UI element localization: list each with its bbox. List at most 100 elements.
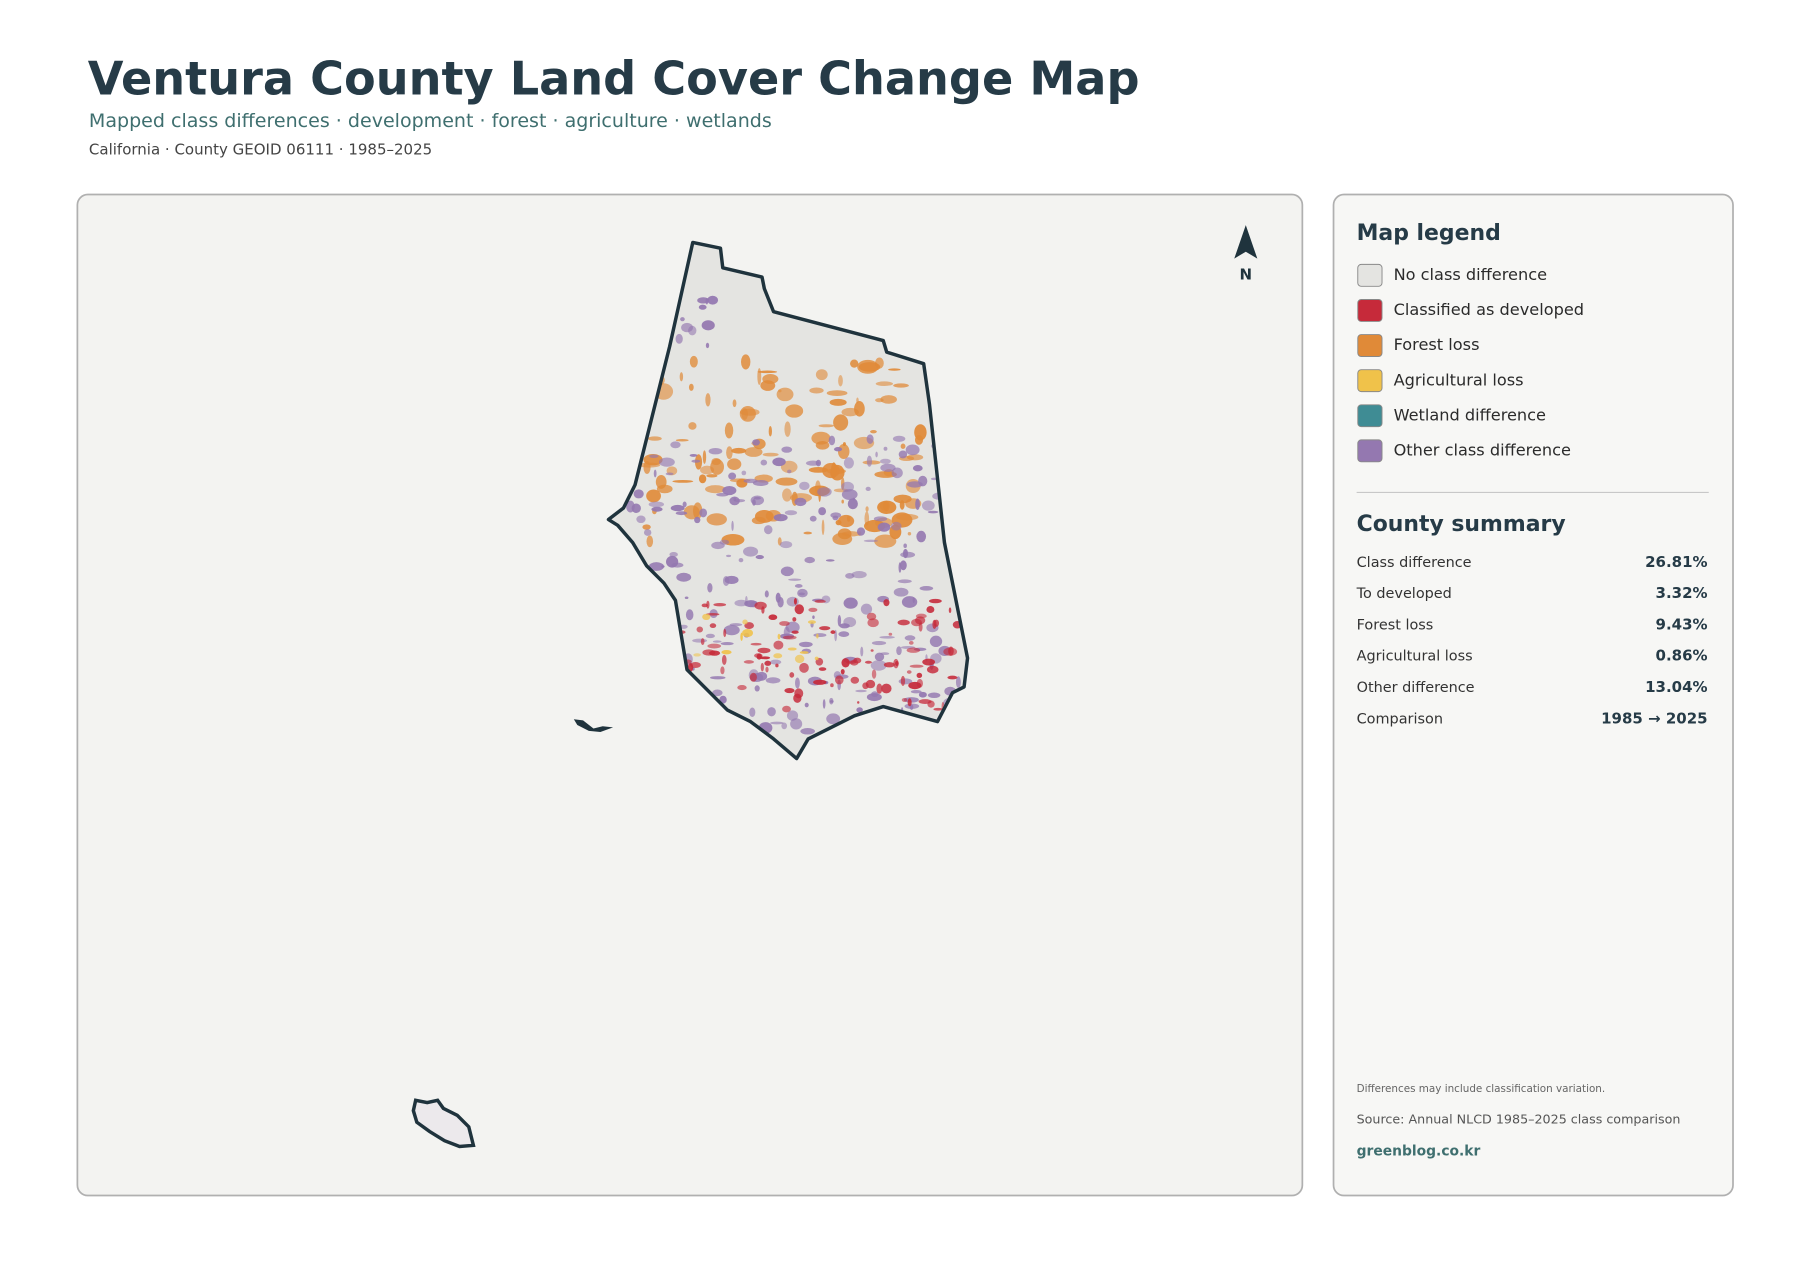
change-patch — [863, 539, 879, 543]
change-patch — [881, 683, 892, 694]
change-patch — [737, 685, 747, 691]
change-patch — [865, 486, 871, 492]
change-patch — [793, 693, 802, 703]
change-patch — [893, 658, 899, 669]
credit: greenblog.co.kr — [1357, 1144, 1481, 1160]
change-patch — [875, 381, 894, 386]
change-patch — [871, 669, 877, 679]
change-patch — [764, 660, 772, 666]
change-patch — [841, 489, 858, 500]
change-patch — [880, 463, 896, 472]
change-patch — [728, 472, 737, 480]
change-patch — [898, 450, 908, 459]
change-patch — [775, 663, 779, 668]
change-patch — [826, 390, 848, 396]
change-patch — [948, 607, 952, 614]
summary-value: 3.32% — [1656, 584, 1708, 602]
change-patch — [829, 398, 847, 406]
change-patch — [883, 662, 895, 668]
change-patch — [719, 539, 730, 545]
change-patch — [720, 642, 734, 646]
change-patch — [900, 675, 906, 687]
change-patch — [816, 633, 819, 639]
change-patch — [798, 641, 813, 648]
change-patch — [696, 626, 704, 633]
change-patch — [791, 630, 799, 634]
change-patch — [896, 646, 902, 656]
change-patch — [858, 362, 881, 372]
change-patch — [907, 532, 912, 536]
change-patch — [855, 689, 867, 693]
change-patch — [908, 640, 914, 645]
change-patch — [692, 638, 708, 643]
change-patch — [918, 699, 932, 704]
source: Source: Annual NLCD 1985–2025 class comp… — [1357, 1111, 1681, 1126]
change-patch — [822, 699, 826, 709]
change-patch — [689, 355, 698, 368]
change-patch — [875, 398, 884, 403]
summary-label: Comparison — [1357, 711, 1443, 727]
change-patch — [818, 424, 834, 428]
change-patch — [705, 633, 715, 639]
change-patch — [807, 620, 816, 624]
change-patch — [830, 630, 836, 634]
change-patch — [788, 578, 802, 581]
change-patch — [773, 513, 788, 522]
change-patch — [765, 666, 769, 673]
side-panel — [1332, 193, 1734, 1197]
change-patch — [706, 513, 727, 526]
island — [411, 1098, 476, 1149]
change-patch — [804, 556, 815, 564]
change-patch — [688, 422, 697, 430]
change-patch — [799, 481, 810, 491]
change-patch — [754, 509, 774, 523]
change-patch — [675, 511, 688, 516]
change-patch — [721, 654, 727, 665]
summary-value: 1985 → 2025 — [1601, 709, 1708, 727]
change-patch — [787, 647, 797, 651]
change-patch — [712, 640, 722, 643]
change-patch — [847, 498, 858, 510]
change-patch — [731, 447, 747, 454]
change-patch — [808, 607, 818, 612]
change-patch — [903, 543, 907, 548]
change-patch — [798, 592, 805, 596]
change-patch — [831, 462, 837, 479]
change-patch — [800, 727, 815, 735]
change-patch — [707, 295, 719, 305]
change-patch — [897, 619, 910, 626]
change-patch — [926, 665, 939, 674]
summary-value: 0.86% — [1656, 647, 1708, 665]
change-patch — [874, 534, 897, 548]
change-patch — [693, 653, 701, 657]
change-patch — [888, 368, 901, 371]
change-patch — [838, 631, 850, 637]
change-patch — [770, 721, 784, 725]
change-patch — [768, 425, 772, 437]
change-patch — [794, 654, 805, 664]
summary-label: Forest loss — [1357, 617, 1434, 633]
legend-swatch — [1357, 369, 1383, 393]
change-patch — [947, 675, 958, 680]
island — [573, 719, 614, 732]
change-patch — [906, 647, 921, 653]
legend-label: No class difference — [1394, 265, 1548, 284]
change-patch — [724, 422, 734, 439]
change-patch — [789, 672, 795, 678]
change-patch — [680, 317, 685, 322]
legend-label: Forest loss — [1394, 335, 1480, 354]
change-patch — [874, 471, 897, 478]
change-patch — [904, 635, 916, 641]
change-patch — [857, 701, 860, 704]
change-patch — [670, 504, 685, 512]
change-patch — [891, 467, 903, 479]
change-patch — [903, 697, 919, 703]
change-patch — [743, 546, 759, 557]
change-patch — [933, 707, 943, 711]
change-patch — [757, 368, 762, 385]
change-patch — [784, 510, 798, 516]
change-patch — [880, 652, 890, 655]
summary-value: 9.43% — [1656, 615, 1708, 633]
change-patch — [795, 677, 800, 689]
change-patch — [705, 298, 709, 305]
